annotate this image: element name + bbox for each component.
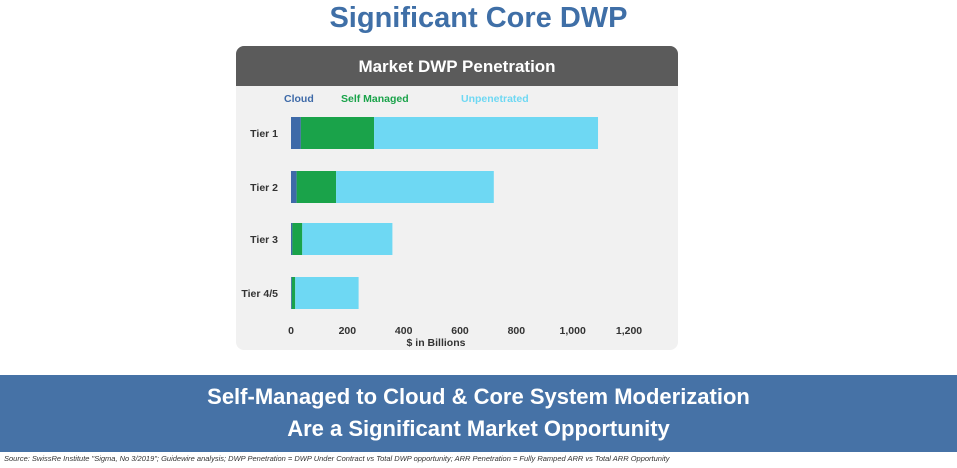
category-label: Tier 1 (250, 128, 278, 140)
bar-tier-2-unpenetrated (336, 171, 494, 203)
bar-tier-2-cloud (291, 171, 297, 203)
legend-self-managed: Self Managed (341, 93, 409, 105)
x-tick-label: 600 (451, 325, 469, 337)
x-tick-label: 400 (395, 325, 413, 337)
category-label: Tier 3 (250, 234, 278, 246)
labels-layer: Cloud Self Managed Unpenetrated Tier 1 Tier … (241, 93, 642, 349)
bar-tier-1-cloud (291, 117, 301, 149)
banner-line-2: Are a Significant Market Opportunity (287, 416, 670, 441)
legend-unpenetrated: Unpenetrated (461, 93, 529, 105)
bar-tier-4-5-self-managed (291, 277, 296, 309)
category-label: Tier 4/5 (241, 288, 278, 300)
bar-tier-4-5-unpenetrated (295, 277, 359, 309)
bar-tier-4-5-cloud (291, 277, 292, 309)
banner-line-1: Self-Managed to Cloud & Core System Mode… (207, 384, 750, 409)
bar-chart: Cloud Self Managed Unpenetrated Tier 1 Tier … (241, 93, 642, 349)
x-axis-title: $ in Billions (407, 337, 466, 349)
bar-tier-3-unpenetrated (302, 223, 393, 255)
x-tick-label: 200 (339, 325, 357, 337)
slide-title: Significant Core DWP (329, 2, 628, 34)
chart-title: Market DWP Penetration (236, 46, 678, 86)
x-tick-label: 800 (508, 325, 526, 337)
category-label: Tier 2 (250, 182, 278, 194)
chart-card: Cloud Self Managed Unpenetrated Tier 1 Tier … (236, 46, 678, 350)
bar-tier-3-cloud (291, 223, 293, 255)
message-banner: Self-Managed to Cloud & Core System Mode… (0, 375, 957, 452)
source-note: Source: SwissRe Institute "Sigma, No 3/2… (4, 454, 670, 463)
x-tick-label: 1,200 (616, 325, 642, 337)
legend-cloud: Cloud (284, 93, 314, 105)
bars-layer (291, 117, 599, 309)
bar-tier-1-unpenetrated (374, 117, 599, 149)
bar-tier-2-self-managed (296, 171, 337, 203)
x-tick-label: 0 (288, 325, 294, 337)
x-tick-label: 1,000 (560, 325, 586, 337)
bar-tier-3-self-managed (292, 223, 303, 255)
bar-tier-1-self-managed (300, 117, 375, 149)
